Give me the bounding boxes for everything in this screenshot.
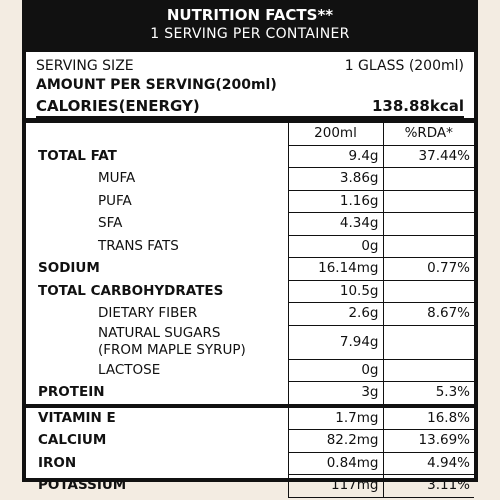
nutrient-row: CALCIUM 82.2mg 13.69% <box>26 429 474 453</box>
nutrient-row: SODIUM 16.14mg 0.77% <box>26 257 474 281</box>
subtitle: 1 SERVING PER CONTAINER <box>150 26 350 42</box>
nutrient-amount: 0g <box>288 359 384 382</box>
amount-per-serving: AMOUNT PER SERVING(200ml) <box>36 77 277 93</box>
nutrient-amount: 82.2mg <box>288 429 384 453</box>
nutrient-rda <box>383 325 474 360</box>
nutrient-amount: 0g <box>288 235 384 258</box>
nutrient-amount: 4.34g <box>288 212 384 236</box>
nutrient-rda: 5.3% <box>383 381 474 406</box>
nutrient-amount: 7.94g <box>288 325 384 360</box>
nutrient-amount: 9.4g <box>288 145 384 168</box>
nutrient-rda: 16.8% <box>383 403 474 430</box>
nutrient-rda: 13.69% <box>383 429 474 453</box>
serving-size-label: SERVING SIZE <box>36 58 134 74</box>
sub-nutrient-row: TRANS FATS 0g <box>26 235 474 258</box>
calories-label: CALORIES(ENERGY) <box>36 97 200 115</box>
blank-cell <box>26 120 289 145</box>
nutrient-name: DIETARY FIBER <box>26 302 289 325</box>
sub-nutrient-row: NATURAL SUGARS (FROM MAPLE SYRUP) 7.94g <box>26 325 474 360</box>
nutrient-rda <box>383 359 474 382</box>
nutrient-name: POTASSIUM <box>26 474 289 497</box>
title: NUTRITION FACTS** <box>166 6 334 24</box>
nutrient-row: IRON 0.84mg 4.94% <box>26 452 474 475</box>
nutrient-rda <box>383 280 474 303</box>
nutrient-amount: 3.86g <box>288 167 384 191</box>
nutrient-rda: 8.67% <box>383 302 474 326</box>
calories-value: 138.88kcal <box>371 97 464 115</box>
nutrient-name: TOTAL FAT <box>26 145 289 168</box>
column-header-row: 200ml %RDA* <box>26 120 474 146</box>
nutrient-amount: 1.16g <box>288 190 384 213</box>
serving-size-value: 1 GLASS (200ml) <box>344 58 464 74</box>
nutrient-rda: 3.11% <box>383 474 474 498</box>
nutrient-name: TOTAL CARBOHYDRATES <box>26 280 289 303</box>
nutrient-table: 200ml %RDA* TOTAL FAT 9.4g 37.44% MUFA 3.86g… <box>26 118 474 498</box>
sub-nutrient-row: SFA 4.34g <box>26 212 474 236</box>
nutrient-rda <box>383 167 474 191</box>
nutrient-name: TRANS FATS <box>26 235 289 258</box>
nutrient-amount: 3g <box>288 381 384 406</box>
nutrient-rda: 0.77% <box>383 257 474 281</box>
nutrient-amount: 117mg <box>288 474 384 498</box>
table-body: 200ml %RDA* TOTAL FAT 9.4g 37.44% MUFA 3.86g… <box>26 120 474 498</box>
nutrient-amount: 1.7mg <box>288 403 384 430</box>
sub-nutrient-row: DIETARY FIBER 2.6g 8.67% <box>26 302 474 326</box>
nutrient-name: NATURAL SUGARS (FROM MAPLE SYRUP) <box>26 325 289 359</box>
sub-nutrient-row: MUFA 3.86g <box>26 167 474 191</box>
nutrient-rda: 4.94% <box>383 452 474 475</box>
nutrient-amount: 0.84mg <box>288 452 384 475</box>
nutrient-row: TOTAL CARBOHYDRATES 10.5g <box>26 280 474 303</box>
sub-nutrient-row: LACTOSE 0g <box>26 359 474 382</box>
nutrient-rda <box>383 235 474 258</box>
nutrient-row: POTASSIUM 117mg 3.11% <box>26 474 474 498</box>
nutrient-name: LACTOSE <box>26 359 289 382</box>
nutrient-amount: 10.5g <box>288 280 384 303</box>
nutrient-name: SFA <box>26 212 289 235</box>
nutrient-amount: 16.14mg <box>288 257 384 281</box>
column-header: 200ml <box>288 120 384 146</box>
nutrient-amount: 2.6g <box>288 302 384 326</box>
nutrient-row: VITAMIN E 1.7mg 16.8% <box>26 403 474 430</box>
nutrient-rda: 37.44% <box>383 145 474 168</box>
nutrient-row: TOTAL FAT 9.4g 37.44% <box>26 145 474 168</box>
nutrient-name: IRON <box>26 452 289 475</box>
nutrient-name: MUFA <box>26 167 289 190</box>
nutrient-name: VITAMIN E <box>26 403 289 430</box>
serving-size-row: SERVING SIZE 1 GLASS (200ml) <box>36 58 464 74</box>
nutrition-label: NUTRITION FACTS** 1 SERVING PER CONTAINE… <box>22 0 478 498</box>
nutrient-rda <box>383 190 474 213</box>
column-header: %RDA* <box>383 120 474 146</box>
nutrient-name: CALCIUM <box>26 429 289 452</box>
nutrient-name: PROTEIN <box>26 381 289 406</box>
nutrient-name: PUFA <box>26 190 289 213</box>
calories-row: CALORIES(ENERGY) 138.88kcal <box>36 97 464 118</box>
nutrient-name: SODIUM <box>26 257 289 280</box>
sub-nutrient-row: PUFA 1.16g <box>26 190 474 213</box>
nutrient-rda <box>383 212 474 236</box>
nutrient-row: PROTEIN 3g 5.3% <box>26 381 474 406</box>
header: NUTRITION FACTS** 1 SERVING PER CONTAINE… <box>26 0 474 52</box>
